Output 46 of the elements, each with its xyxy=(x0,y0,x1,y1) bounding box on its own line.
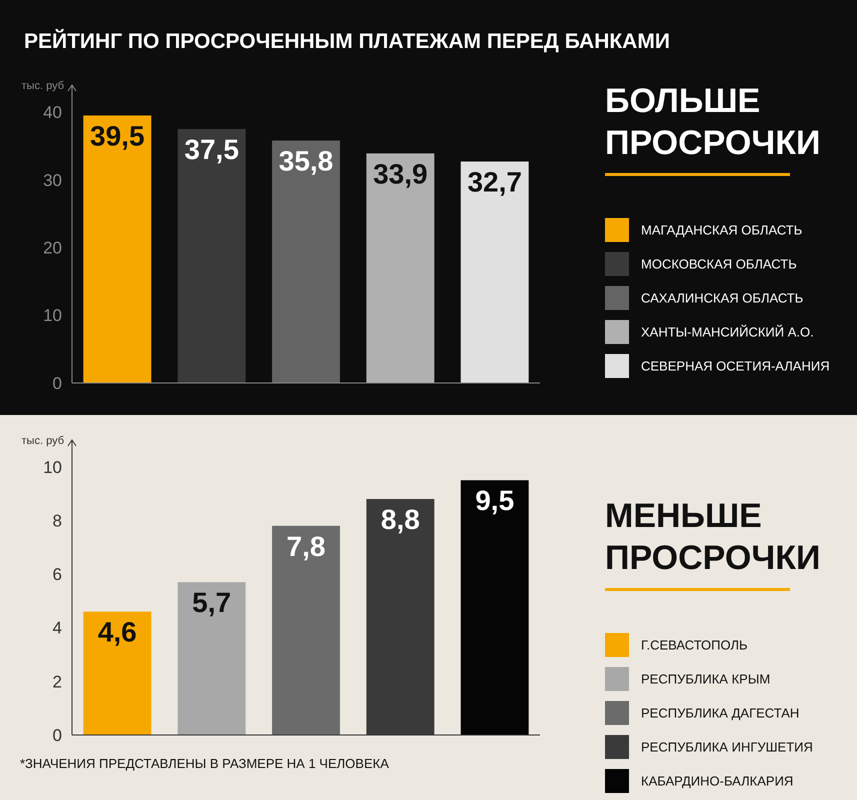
y-tick-label: 2 xyxy=(52,672,62,692)
data-label: 5,7 xyxy=(192,587,232,618)
y-tick-label: 8 xyxy=(52,511,62,530)
bar xyxy=(460,162,529,383)
legend-label: МАГАДАНСКАЯ ОБЛАСТЬ xyxy=(641,222,802,238)
data-label: 4,6 xyxy=(98,616,137,648)
bar xyxy=(83,115,152,383)
chart-title: РЕЙТИНГ ПО ПРОСРОЧЕННЫМ ПЛАТЕЖАМ ПЕРЕД БАНКАМИ xyxy=(24,28,670,53)
data-label: 35,8 xyxy=(278,146,334,177)
y-tick-label: 40 xyxy=(43,103,62,122)
legend-label: САХАЛИНСКАЯ ОБЛАСТЬ xyxy=(641,290,804,306)
text: *ЗНАЧЕНИЯ ПРЕДСТАВЛЕНЫ В РАЗМЕРЕ НА 1 ЧЕЛОВЕКА xyxy=(20,756,390,771)
data-label: 37,5 xyxy=(184,134,239,166)
legend-label: ХАНТЫ-МАНСИЙСКИЙ А.О. xyxy=(641,324,814,340)
y-tick-label: 6 xyxy=(52,565,62,584)
y-tick-label: 10 xyxy=(43,458,62,477)
legend-title: БОЛЬШЕ ПРОСРОЧКИ xyxy=(605,82,820,162)
legend-label: РЕСПУБЛИКА КРЫМ xyxy=(641,672,770,687)
bar xyxy=(83,612,152,735)
y-axis-title: тыс. руб xyxy=(22,435,64,447)
bar xyxy=(178,129,246,383)
legend-label: РЕСПУБЛИКА ИНГУШЕТИЯ xyxy=(641,740,813,755)
data-label: 9,5 xyxy=(475,485,514,516)
bar xyxy=(366,153,434,383)
data-label: 7,8 xyxy=(286,530,326,562)
bar xyxy=(460,480,529,735)
legend-label: Г.СЕВАСТОПОЛЬ xyxy=(641,638,748,653)
bar xyxy=(272,140,340,383)
legend-title: МЕНЬШЕ ПРОСРОЧКИ xyxy=(605,497,820,577)
y-axis-title: тыс. руб xyxy=(22,80,64,92)
y-tick-label: 10 xyxy=(43,306,62,326)
legend-label: СЕВЕРНАЯ ОСЕТИЯ-АЛАНИЯ xyxy=(641,358,830,374)
y-tick-label: 0 xyxy=(52,374,62,393)
legend-label: КАБАРДИНО-БАЛКАРИЯ xyxy=(641,774,794,789)
bar xyxy=(272,526,340,735)
data-label: 8,8 xyxy=(380,504,420,535)
y-tick-label: 30 xyxy=(43,170,62,190)
data-label: 33,9 xyxy=(373,158,428,190)
legend-label: РЕСПУБЛИКА ДАГЕСТАН xyxy=(641,706,800,721)
y-tick-label: 20 xyxy=(43,238,62,258)
data-label: 39,5 xyxy=(90,120,145,152)
data-label: 32,7 xyxy=(467,166,522,198)
y-tick-label: 4 xyxy=(52,618,62,638)
legend-label: МОСКОВСКАЯ ОБЛАСТЬ xyxy=(641,256,797,272)
y-tick-label: 0 xyxy=(52,726,62,745)
bar xyxy=(178,582,246,735)
